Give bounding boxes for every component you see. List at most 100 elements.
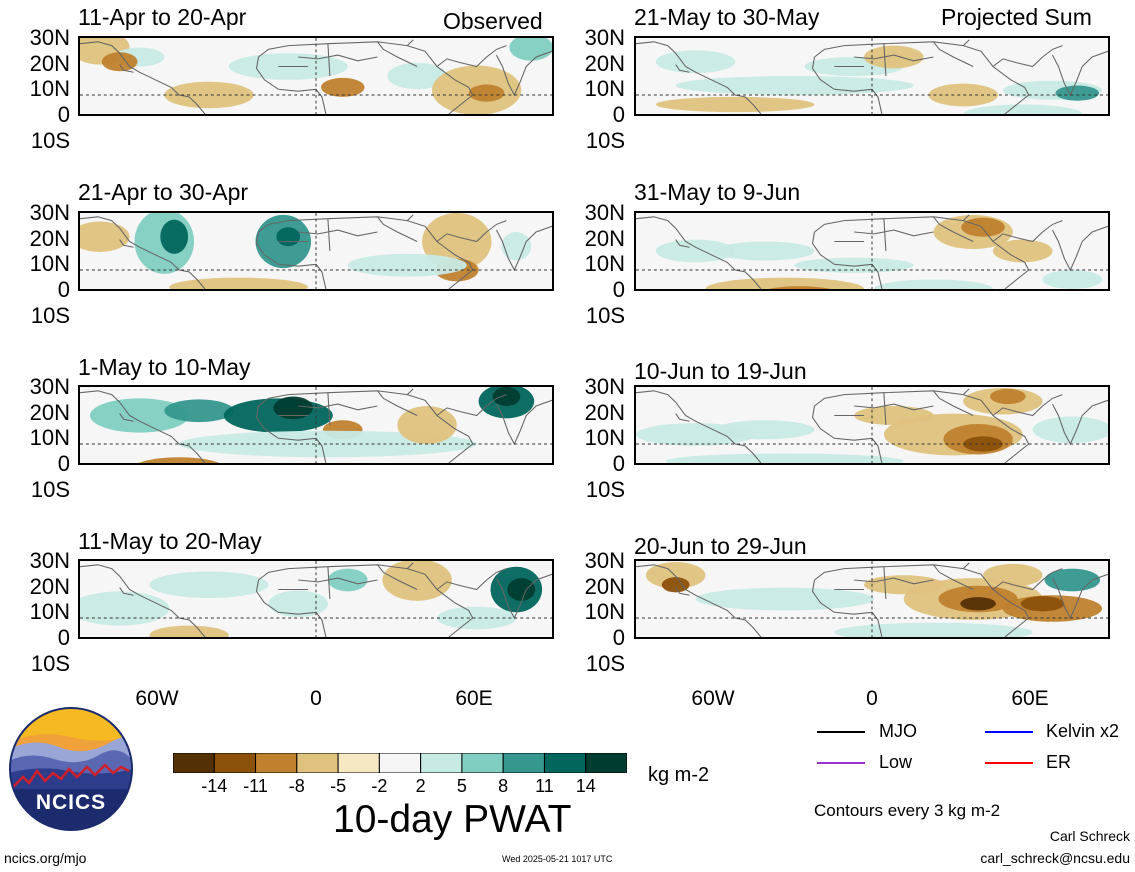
coastline xyxy=(80,564,206,637)
coastline xyxy=(278,566,378,600)
lat-label: 0 xyxy=(57,451,70,476)
lat-label: 10S xyxy=(585,128,625,153)
lon-label-0-left: 0 xyxy=(310,687,322,710)
colorbar-units: kg m-2 xyxy=(648,764,710,786)
lon-label-60w-right: 60W xyxy=(691,687,735,710)
coastline xyxy=(834,392,934,426)
anomaly-region xyxy=(963,104,1083,114)
colorbar-swatch xyxy=(378,752,422,774)
pwat-anomaly-map xyxy=(80,213,552,289)
colorbar-swatch xyxy=(296,752,339,774)
coastline xyxy=(814,41,1030,114)
coastline xyxy=(495,50,552,97)
lat-label: 10S xyxy=(585,303,625,328)
anomaly-region xyxy=(992,239,1053,263)
footer-url[interactable]: ncics.org/mjo xyxy=(4,850,87,866)
colorbar-swatch xyxy=(420,752,463,774)
lat-label: 30N xyxy=(584,548,625,573)
anomaly-region xyxy=(164,81,254,109)
coastline xyxy=(436,45,507,68)
lat-label: 10N xyxy=(29,425,70,450)
lat-label: 10S xyxy=(30,477,70,502)
anomaly-region xyxy=(661,577,690,593)
lat-label: 20N xyxy=(29,574,70,599)
lat-label: 0 xyxy=(57,102,70,127)
lat-label: 30N xyxy=(584,25,625,50)
legend-low-line xyxy=(817,762,865,764)
anomaly-region xyxy=(705,277,865,289)
lat-label: 0 xyxy=(612,277,625,302)
coastline xyxy=(933,214,974,242)
anomaly-region xyxy=(768,286,831,289)
anomaly-region xyxy=(397,406,457,444)
anomaly-region xyxy=(101,52,138,72)
lat-label: 30N xyxy=(29,548,70,573)
panel-title-obs-1: 11-Apr to 20-Apr xyxy=(78,4,247,30)
lat-label: 10S xyxy=(30,128,70,153)
lat-label: 20N xyxy=(584,400,625,425)
coastline xyxy=(436,568,507,591)
coastline xyxy=(119,413,134,422)
map-panel-obs-3 xyxy=(78,385,554,465)
anomaly-region xyxy=(645,561,706,589)
lon-label-60e-right: 60E xyxy=(1011,687,1049,710)
colorbar-swatch xyxy=(585,752,628,774)
colorbar-swatch xyxy=(213,752,257,774)
legend-kelvin-label: Kelvin x2 xyxy=(1046,721,1120,741)
coastline xyxy=(933,388,974,416)
coastline xyxy=(119,64,134,73)
pwat-anomaly-map xyxy=(636,387,1108,463)
footer-author: Carl Schreck xyxy=(1049,828,1130,844)
anomaly-region xyxy=(138,457,220,463)
anomaly-region xyxy=(501,232,532,261)
legend-kelvin-line xyxy=(985,731,1033,733)
coastline xyxy=(80,390,206,463)
coastline xyxy=(933,562,974,590)
colorbar-swatch xyxy=(337,752,380,774)
lat-label: 0 xyxy=(57,625,70,650)
coastline xyxy=(992,220,1063,243)
lat-label: 10N xyxy=(584,425,625,450)
coastline xyxy=(636,390,762,463)
anomaly-region xyxy=(1032,416,1108,444)
anomaly-region xyxy=(507,578,536,601)
coastline xyxy=(992,45,1063,68)
coastline xyxy=(1051,573,1108,620)
lat-label: 30N xyxy=(29,25,70,50)
anomaly-region xyxy=(160,219,189,254)
pwat-anomaly-map xyxy=(636,38,1108,114)
lat-label: 10S xyxy=(585,651,625,676)
anomaly-region xyxy=(164,399,234,423)
lat-label: 10N xyxy=(29,251,70,276)
anomaly-region xyxy=(149,625,229,637)
coastline xyxy=(814,390,1030,463)
anomaly-region xyxy=(715,241,815,261)
lon-label-0-right: 0 xyxy=(866,687,878,710)
coastline xyxy=(1051,225,1108,272)
coastline xyxy=(636,216,762,289)
lat-label: 10N xyxy=(29,76,70,101)
coastline xyxy=(255,405,327,463)
legend-low-label: Low xyxy=(879,752,913,772)
anomaly-region xyxy=(928,83,998,107)
lat-label: 0 xyxy=(612,102,625,127)
lat-label: 20N xyxy=(584,226,625,251)
projected-sum-header: Projected Sum xyxy=(941,4,1092,30)
colorbar-tick-label: 2 xyxy=(415,776,426,796)
lat-label: 10N xyxy=(584,251,625,276)
coastline xyxy=(80,41,206,114)
coastline xyxy=(436,394,507,417)
coastline xyxy=(675,587,690,596)
colorbar-swatch xyxy=(461,752,504,774)
colorbar-tick-label: -14 xyxy=(201,776,228,796)
anomaly-region xyxy=(273,396,314,420)
anomaly-region xyxy=(320,77,365,97)
coastline xyxy=(495,225,552,272)
pwat-anomaly-map xyxy=(80,387,552,463)
coastline xyxy=(495,399,552,446)
lat-label: 10S xyxy=(30,303,70,328)
anomaly-region xyxy=(80,221,130,252)
anomaly-region xyxy=(983,563,1043,587)
footer-email[interactable]: carl_schreck@ncsu.edu xyxy=(980,850,1130,866)
colorbar-swatch xyxy=(255,752,298,774)
